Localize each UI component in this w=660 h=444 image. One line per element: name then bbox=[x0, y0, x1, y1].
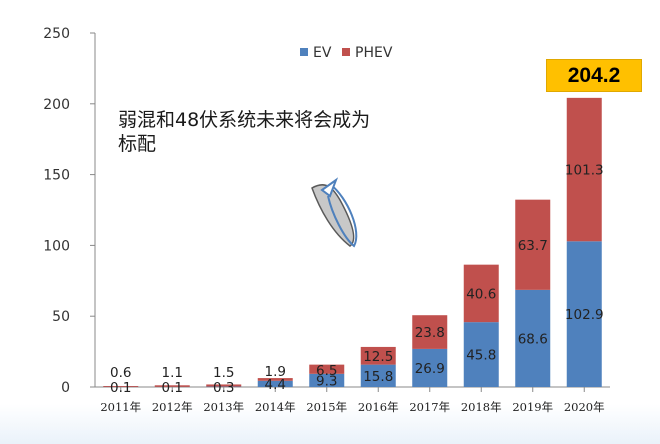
data-label-ev: 102.9 bbox=[565, 307, 604, 323]
x-tick-label: 2012年 bbox=[152, 400, 193, 414]
data-label-phev: 1.9 bbox=[265, 364, 286, 380]
bar-ev bbox=[412, 348, 448, 387]
data-label-ev: 0.1 bbox=[162, 380, 183, 396]
data-label-phev: 1.5 bbox=[213, 365, 234, 381]
x-tick-label: 2014年 bbox=[255, 400, 296, 414]
bar-phev bbox=[566, 97, 602, 242]
x-tick-label: 2015年 bbox=[306, 400, 347, 414]
y-tick-label: 100 bbox=[43, 238, 70, 254]
bar-phev bbox=[515, 199, 551, 290]
x-tick-label: 2013年 bbox=[203, 400, 244, 414]
y-tick-label: 150 bbox=[43, 168, 70, 184]
x-tick-label: 2020年 bbox=[564, 400, 605, 414]
data-label-phev: 12.5 bbox=[363, 349, 393, 365]
data-label-ev: 45.8 bbox=[466, 348, 496, 364]
data-label-ev: 9.3 bbox=[316, 373, 337, 389]
y-tick-label: 0 bbox=[61, 380, 70, 396]
data-label-phev: 101.3 bbox=[565, 163, 604, 179]
y-tick-label: 200 bbox=[43, 97, 70, 113]
data-label-ev: 0.3 bbox=[213, 380, 234, 396]
data-label-ev: 68.6 bbox=[518, 331, 548, 347]
curved-arrow-icon bbox=[311, 177, 358, 248]
bar-phev bbox=[257, 378, 293, 381]
bar-phev bbox=[154, 385, 190, 387]
annotation-text: 弱混和48伏系统未来将会成为标配 bbox=[118, 109, 371, 155]
legend-swatch-ev bbox=[300, 48, 308, 56]
bar-ev bbox=[360, 364, 396, 387]
bar-phev bbox=[309, 364, 345, 374]
x-tick-label: 2016年 bbox=[358, 400, 399, 414]
y-tick-label: 50 bbox=[52, 309, 70, 325]
bar-ev bbox=[566, 241, 602, 387]
data-label-ev: 15.8 bbox=[363, 369, 393, 385]
x-tick-label: 2019年 bbox=[512, 400, 553, 414]
data-label-phev: 0.6 bbox=[110, 365, 131, 381]
data-label-ev: 26.9 bbox=[415, 361, 445, 377]
data-label-phev: 23.8 bbox=[415, 325, 445, 341]
bar-phev bbox=[206, 384, 242, 387]
total-callout: 204.2 bbox=[546, 59, 642, 92]
data-label-phev: 1.1 bbox=[162, 365, 183, 381]
bar-ev bbox=[515, 289, 551, 387]
legend-label-phev: PHEV bbox=[355, 45, 393, 61]
bar-phev bbox=[103, 386, 139, 387]
data-label-phev: 40.6 bbox=[466, 286, 496, 302]
x-tick-label: 2018年 bbox=[461, 400, 502, 414]
data-label-ev: 4.4 bbox=[265, 377, 286, 393]
legend-swatch-phev bbox=[342, 48, 350, 56]
bar-phev bbox=[463, 264, 499, 323]
legend-label-ev: EV bbox=[313, 45, 332, 61]
data-label-phev: 6.5 bbox=[316, 363, 337, 379]
data-label-phev: 63.7 bbox=[518, 238, 548, 254]
x-tick-label: 2011年 bbox=[100, 400, 141, 414]
bar-ev bbox=[309, 373, 345, 387]
data-label-ev: 0.1 bbox=[110, 380, 131, 396]
bar-ev bbox=[257, 380, 293, 387]
x-tick-label: 2017年 bbox=[409, 400, 450, 414]
bar-phev bbox=[412, 315, 448, 349]
bar-phev bbox=[360, 346, 396, 365]
bar-ev bbox=[463, 322, 499, 387]
y-tick-label: 250 bbox=[43, 26, 70, 42]
